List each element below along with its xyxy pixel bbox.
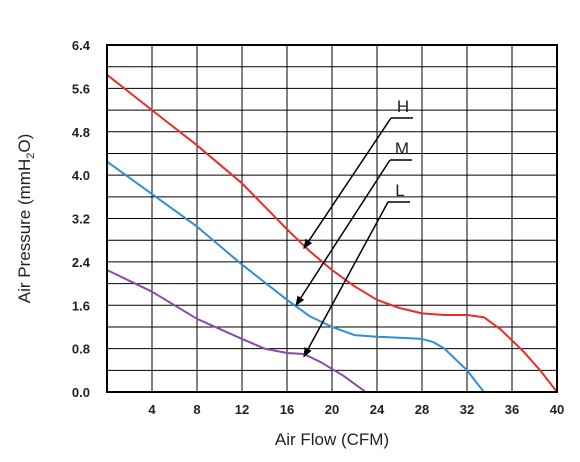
x-tick-label: 12 [235, 402, 249, 417]
y-tick-labels: 0.0 0.8 1.6 2.4 3.2 4.0 4.8 5.6 6.4 [72, 38, 91, 400]
x-tick-label: 36 [505, 402, 519, 417]
x-tick-labels: 4 8 12 16 20 24 28 32 36 40 [148, 402, 564, 417]
x-tick-label: 32 [460, 402, 474, 417]
y-tick-label: 6.4 [72, 38, 91, 53]
y-tick-label: 4.0 [72, 168, 90, 183]
series-line-m [106, 160, 485, 393]
grid [107, 45, 557, 392]
x-tick-label: 24 [370, 402, 385, 417]
y-axis-title-subscript: 2 [25, 153, 37, 159]
y-axis-title-end: O) [15, 134, 34, 153]
annotation-arrow [303, 201, 389, 358]
series-label-l: L [395, 181, 404, 200]
annotation-arrow [303, 117, 392, 250]
y-tick-label: 3.2 [72, 212, 90, 227]
series-annotations: H M L [295, 97, 413, 358]
y-tick-label: 2.4 [72, 255, 91, 270]
y-tick-label: 0.0 [72, 385, 90, 400]
x-tick-label: 40 [550, 402, 564, 417]
plot-frame [106, 44, 558, 393]
y-tick-label: 1.6 [72, 298, 90, 313]
y-tick-label: 4.8 [72, 125, 90, 140]
x-tick-label: 4 [148, 402, 156, 417]
x-tick-label: 28 [415, 402, 429, 417]
x-tick-label: 20 [325, 402, 339, 417]
y-axis-title: Air Pressure (mmH2O) [15, 134, 37, 304]
x-tick-label: 16 [280, 402, 294, 417]
y-axis-title-main: Air Pressure (mmH [15, 159, 34, 304]
series-label-m: M [395, 139, 409, 158]
series-lines [106, 74, 558, 393]
y-tick-label: 0.8 [72, 342, 90, 357]
annotation-arrow [295, 159, 391, 307]
x-axis-title: Air Flow (CFM) [275, 430, 389, 449]
series-label-h: H [397, 97, 409, 116]
series-line-l [106, 269, 367, 393]
series-line-h [106, 74, 558, 393]
y-tick-label: 5.6 [72, 81, 90, 96]
x-tick-label: 8 [193, 402, 200, 417]
